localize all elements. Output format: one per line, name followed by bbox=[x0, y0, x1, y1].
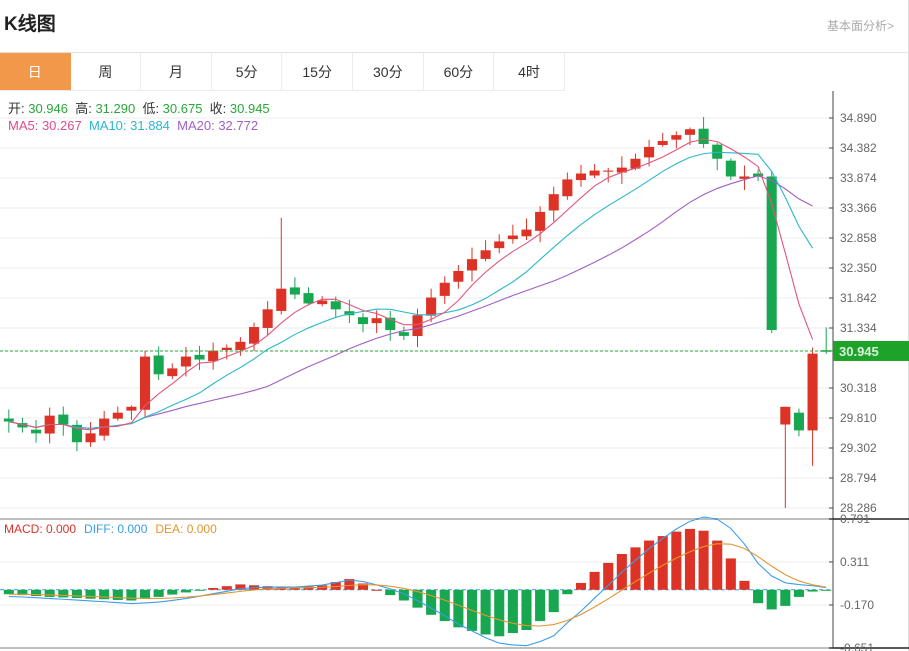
svg-text:30.945: 30.945 bbox=[839, 344, 879, 359]
svg-text:33.366: 33.366 bbox=[840, 201, 877, 215]
svg-text:31.842: 31.842 bbox=[840, 291, 877, 305]
svg-text:0.791: 0.791 bbox=[840, 512, 870, 526]
svg-text:30.318: 30.318 bbox=[840, 381, 877, 395]
svg-text:32.858: 32.858 bbox=[840, 231, 877, 245]
svg-text:-0.651: -0.651 bbox=[840, 641, 874, 651]
svg-text:31.334: 31.334 bbox=[840, 321, 877, 335]
svg-text:28.794: 28.794 bbox=[840, 471, 877, 485]
svg-text:-0.170: -0.170 bbox=[840, 598, 874, 612]
svg-text:29.810: 29.810 bbox=[840, 411, 877, 425]
svg-text:32.350: 32.350 bbox=[840, 261, 877, 275]
svg-text:33.874: 33.874 bbox=[840, 171, 877, 185]
svg-text:34.890: 34.890 bbox=[840, 111, 877, 125]
svg-text:29.302: 29.302 bbox=[840, 441, 877, 455]
svg-text:0.311: 0.311 bbox=[840, 555, 869, 569]
svg-text:34.382: 34.382 bbox=[840, 141, 877, 155]
